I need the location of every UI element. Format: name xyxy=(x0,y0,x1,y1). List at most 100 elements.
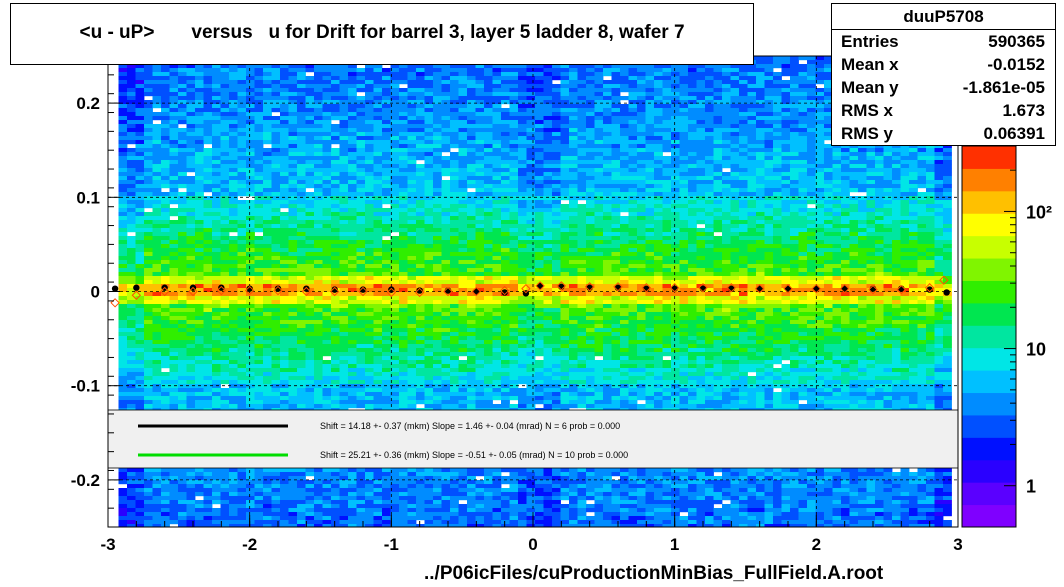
profile-point-open xyxy=(471,286,482,297)
legend-fit-text: Shift = 25.21 +- 0.36 (mkm) Slope = -0.5… xyxy=(320,450,628,460)
colorbar-band xyxy=(962,459,1016,483)
profile-point-black xyxy=(331,286,338,293)
profile-point-open xyxy=(726,283,737,293)
colorbar-band xyxy=(962,280,1016,304)
stats-histogram-name: duuP5708 xyxy=(832,4,1055,30)
colorbar-band xyxy=(962,168,1016,192)
profile-point-open xyxy=(698,283,708,293)
colorbar-tick-label: 10² xyxy=(1026,202,1052,222)
colorbar-tick-label: 1 xyxy=(1026,477,1036,497)
profile-point-open xyxy=(535,281,545,291)
profile-point-black xyxy=(926,286,933,293)
colorbar-band xyxy=(962,392,1016,416)
profile-point-open xyxy=(301,286,312,297)
colorbar-band xyxy=(962,370,1016,394)
colorbar-band xyxy=(962,504,1016,528)
colorbar-band xyxy=(962,482,1016,506)
x-tick-label: 3 xyxy=(953,535,962,554)
profile-point-black xyxy=(388,286,395,293)
colorbar-tick-label: 10 xyxy=(1026,340,1046,360)
stats-row-mean-y: Mean y -1.861e-05 xyxy=(832,76,1055,99)
stats-label: RMS x xyxy=(841,101,893,120)
colorbar-band xyxy=(962,190,1016,214)
legend-fit-text: Shift = 14.18 +- 0.37 (mkm) Slope = 1.46… xyxy=(320,421,620,431)
y-tick-label: 0.1 xyxy=(76,188,100,207)
stats-row-rms-y: RMS y 0.06391 xyxy=(832,122,1055,145)
x-tick-label: 2 xyxy=(812,535,821,554)
y-tick-label: 0.2 xyxy=(76,94,100,113)
profile-point-open xyxy=(521,283,531,294)
stats-row-rms-x: RMS x 1.673 xyxy=(832,99,1055,122)
y-tick-label: -0.1 xyxy=(71,377,100,396)
stats-label: Mean y xyxy=(841,78,899,97)
profile-point-black xyxy=(943,289,950,296)
profile-point-open xyxy=(216,285,227,296)
stats-label: Mean x xyxy=(841,55,899,74)
profile-point-black xyxy=(784,285,792,292)
profile-point-open xyxy=(613,282,623,292)
colorbar-band xyxy=(962,347,1016,371)
profile-point-open xyxy=(414,287,425,298)
profile-point-open xyxy=(110,298,120,308)
stats-label: RMS y xyxy=(841,124,893,143)
profile-point-black xyxy=(274,285,282,292)
x-tick-label: -3 xyxy=(100,535,115,554)
profile-point-open xyxy=(159,286,170,297)
profile-point-black xyxy=(756,285,763,292)
profile-point-open xyxy=(811,283,822,294)
profile-point-black xyxy=(841,285,848,292)
profile-point-open xyxy=(939,275,949,285)
colorbar-band xyxy=(962,235,1016,259)
y-tick-label: -0.2 xyxy=(71,471,100,490)
profile-point-black xyxy=(473,288,480,295)
profile-point-black xyxy=(501,289,508,296)
axes: -3 -2 -1 0 1 2 3 -0.2 -0.1 0 0.1 0.2 xyxy=(71,55,963,554)
profile-point-black xyxy=(522,290,530,297)
x-tick-label: 0 xyxy=(528,535,537,554)
profile-point-open xyxy=(329,286,340,297)
stats-box: duuP5708 Entries 590365 Mean x -0.0152 M… xyxy=(831,3,1056,146)
profile-points xyxy=(110,275,950,308)
profile-point-open xyxy=(273,285,283,296)
stats-row-entries: Entries 590365 xyxy=(832,30,1055,53)
y-tick-label: 0 xyxy=(91,283,100,302)
colorbar-band xyxy=(962,437,1016,461)
profile-point-black xyxy=(111,285,119,292)
stats-label: Entries xyxy=(841,32,899,51)
profile-point-black xyxy=(303,285,310,292)
profile-point-black xyxy=(133,284,140,291)
colorbar-band xyxy=(962,213,1016,237)
profile-point-black xyxy=(359,286,367,293)
profile-point-black xyxy=(813,285,820,292)
profile-point-open xyxy=(188,286,198,297)
colorbar-band xyxy=(962,258,1016,281)
profile-point-open xyxy=(896,284,907,295)
stats-row-mean-x: Mean x -0.0152 xyxy=(832,53,1055,76)
profile-point-open xyxy=(499,285,510,296)
profile-point-open xyxy=(443,286,453,297)
colorbar-band xyxy=(962,414,1016,438)
x-axis-label: ../P06icFiles/cuProductionMinBias_FullFi… xyxy=(424,563,884,584)
colorbar-frame xyxy=(961,145,1017,528)
profile-point-black xyxy=(416,287,423,294)
legend-box xyxy=(107,409,959,469)
profile-point-open xyxy=(358,286,368,297)
colorbar-band xyxy=(962,325,1016,349)
title-box: <u - uP> versus u for Drift for barrel 3… xyxy=(10,3,754,65)
stats-value: 590365 xyxy=(988,32,1045,51)
x-tick-label: 1 xyxy=(670,535,679,554)
x-tick-label: -1 xyxy=(384,535,399,554)
profile-point-open xyxy=(783,283,793,294)
profile-point-open xyxy=(839,283,850,294)
profile-point-open xyxy=(244,285,255,296)
profile-point-open xyxy=(924,283,935,293)
profile-point-open xyxy=(386,287,397,298)
heatmap-area xyxy=(118,56,952,527)
profile-point-open xyxy=(131,290,142,300)
colorbar-band xyxy=(962,302,1016,326)
profile-point-open xyxy=(669,283,680,293)
profile-point-open xyxy=(641,283,652,293)
fit-legend: Shift = 14.18 +- 0.37 (mkm) Slope = 1.46… xyxy=(107,409,959,469)
profile-point-open xyxy=(556,281,567,291)
